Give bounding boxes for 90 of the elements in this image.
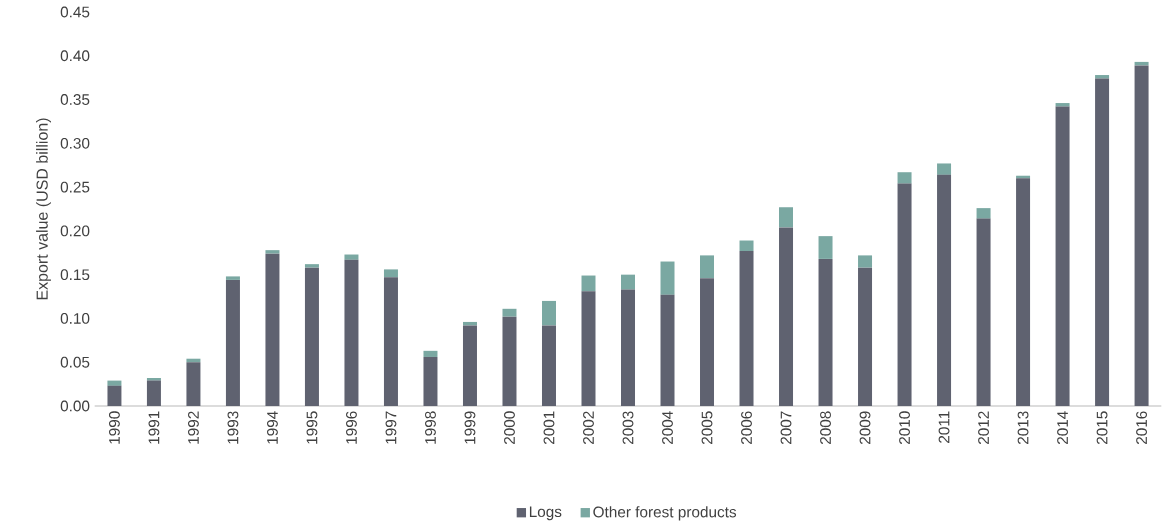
- bar: [818, 236, 833, 259]
- x-tick-label: 2001: [543, 411, 555, 445]
- x-tick-label: 2002: [583, 411, 594, 445]
- x-tick-label: 1996: [346, 411, 357, 444]
- x-tick-label: 2012: [978, 411, 989, 445]
- bar: [1016, 178, 1031, 406]
- x-tick-label: 2015: [1096, 411, 1108, 445]
- x-tick-label: 2016: [1136, 411, 1147, 445]
- y-tick-label: 0.35: [60, 94, 90, 105]
- x-tick-label: 1997: [385, 411, 397, 444]
- x-tick-label: 2010: [899, 411, 910, 445]
- y-tick-label: 0.10: [60, 313, 90, 324]
- x-tick-label: 2014: [1057, 411, 1068, 445]
- bar: [383, 277, 398, 406]
- bar: [541, 325, 556, 406]
- x-tick-label: 1994: [267, 411, 278, 444]
- bar: [700, 278, 715, 406]
- y-tick-label: 0.00: [60, 400, 90, 412]
- y-tick-label: 0.30: [60, 137, 90, 149]
- bar: [976, 218, 991, 406]
- x-tick-label: 2013: [1017, 411, 1029, 445]
- bar: [739, 251, 754, 406]
- bar: [1095, 75, 1110, 79]
- x-tick-label: 2008: [820, 411, 831, 445]
- bar: [700, 255, 715, 279]
- x-tick-label: 2007: [780, 411, 792, 445]
- x-tick-label: 2009: [859, 411, 871, 445]
- x-tick-label: 1990: [109, 411, 120, 444]
- bar: [502, 308, 517, 317]
- bar: [858, 255, 873, 268]
- x-tick-label: 1999: [464, 411, 476, 444]
- y-tick-label: 0.45: [60, 6, 90, 18]
- x-tick-label: 2006: [741, 411, 752, 445]
- bar: [265, 250, 280, 254]
- bar: [107, 380, 122, 386]
- x-tick-label: 1991: [148, 411, 160, 444]
- bar: [897, 183, 912, 406]
- bar: [146, 377, 161, 381]
- bar: [897, 172, 912, 184]
- bar: [107, 385, 122, 406]
- bar: [581, 275, 596, 292]
- bar: [304, 264, 319, 268]
- bar: [621, 274, 635, 290]
- bar: [1055, 103, 1070, 107]
- bar: [383, 269, 398, 278]
- legend-label: Other forest products: [593, 506, 737, 521]
- bar: [621, 289, 635, 406]
- legend-label: Logs: [529, 506, 562, 521]
- bar: [423, 350, 438, 357]
- bar: [462, 325, 477, 406]
- bar: [937, 174, 952, 406]
- bar: [1055, 106, 1070, 406]
- bar: [739, 240, 754, 252]
- x-tick-label: 1995: [306, 411, 318, 444]
- bar: [660, 294, 675, 406]
- x-tick-label: 2011: [938, 411, 950, 443]
- bar: [146, 380, 161, 406]
- y-tick-label: 0.15: [60, 269, 90, 281]
- x-tick-label: 2003: [622, 411, 634, 445]
- bar: [818, 258, 833, 406]
- bar: [858, 267, 873, 406]
- bar: [265, 253, 280, 406]
- bar: [541, 300, 556, 326]
- bar: [225, 279, 240, 406]
- y-axis-title: Export value (USD billion): [36, 118, 51, 300]
- bar: [581, 291, 596, 406]
- x-tick-label: 1998: [425, 411, 436, 444]
- bar: [225, 276, 240, 280]
- bar: [344, 259, 359, 406]
- bar: [1095, 78, 1110, 406]
- x-tick-label: 1992: [188, 411, 199, 444]
- bar: [660, 261, 675, 295]
- bar: [937, 163, 952, 175]
- y-tick-label: 0.25: [60, 181, 90, 193]
- bar: [502, 316, 517, 406]
- bar: [976, 208, 991, 219]
- y-tick-label: 0.40: [60, 50, 90, 62]
- bar: [1134, 65, 1149, 406]
- bar: [304, 267, 319, 406]
- x-tick-label: 2004: [662, 411, 673, 445]
- bar: [186, 362, 201, 406]
- y-tick-label: 0.20: [60, 225, 90, 237]
- bar: [779, 207, 794, 228]
- bar: [344, 254, 359, 260]
- bar: [423, 356, 438, 406]
- y-tick-label: 0.05: [60, 356, 90, 368]
- x-tick-label: 1993: [227, 411, 239, 444]
- bar: [779, 227, 794, 406]
- x-tick-label: 2000: [504, 411, 515, 445]
- x-tick-label: 2005: [701, 411, 713, 445]
